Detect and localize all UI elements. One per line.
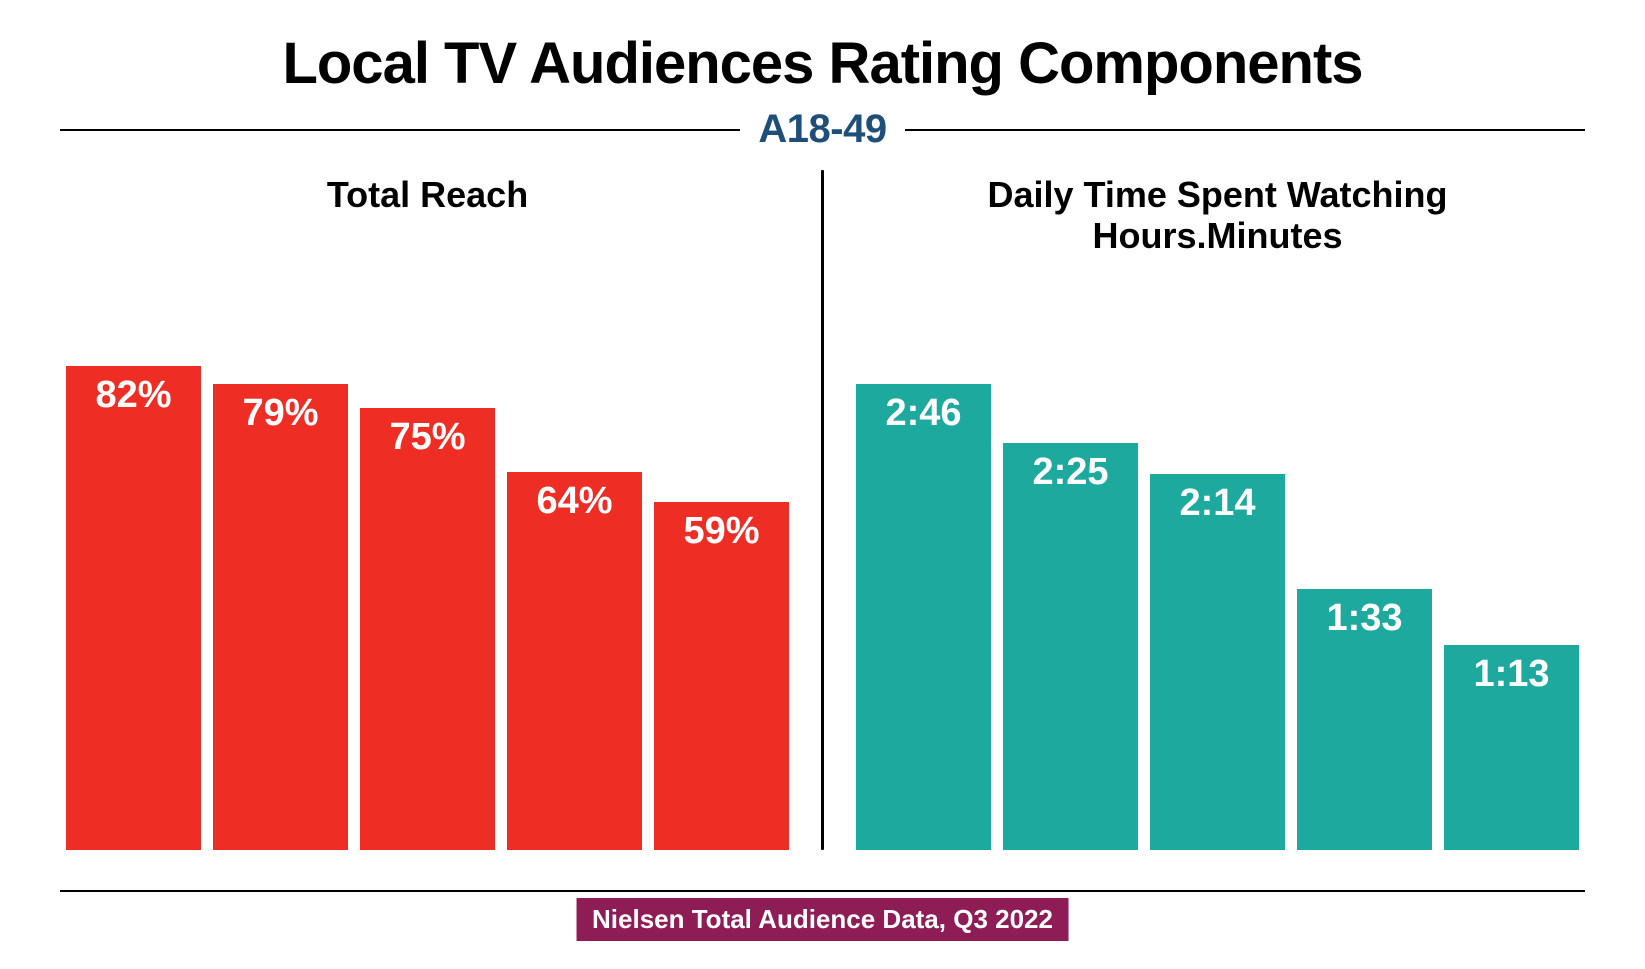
bar: 79% [213,384,348,850]
bar: 1:13 [1444,645,1579,850]
bar: 2:25 [1003,443,1138,850]
vertical-divider [821,170,824,850]
bar: 2:14 [1150,474,1285,850]
rule-left [60,129,740,131]
bar: 75% [360,408,495,851]
bar-label: 1:33 [1326,597,1402,640]
bar-label: 1:13 [1473,653,1549,696]
left-bars-area: 82% 79% 75% 64% 59% [60,260,795,850]
bar-label: 2:46 [885,392,961,435]
rule-right [905,129,1585,131]
bar-label: 2:25 [1032,451,1108,494]
right-chart-panel: Daily Time Spent Watching Hours.Minutes … [840,170,1585,850]
bar-label: 79% [242,392,318,435]
bar: 1:33 [1297,589,1432,850]
bar: 2:46 [856,384,991,850]
right-chart-title: Daily Time Spent Watching Hours.Minutes [850,170,1585,260]
bar: 64% [507,472,642,850]
bar-label: 75% [389,416,465,459]
left-chart-panel: Total Reach 82% 79% 75% 64% 59% [60,170,805,850]
left-chart-title: Total Reach [60,170,795,260]
bar: 82% [66,366,201,850]
bar-label: 82% [95,374,171,417]
subtitle-row: A18-49 [60,107,1585,152]
right-bars-area: 2:46 2:25 2:14 1:33 1:13 [850,260,1585,850]
bar-label: 64% [536,480,612,523]
source-badge: Nielsen Total Audience Data, Q3 2022 [576,898,1069,941]
bar-label: 59% [683,510,759,553]
charts-row: Total Reach 82% 79% 75% 64% 59% Daily Time S… [60,170,1585,850]
rule-bottom [60,890,1585,892]
bar-label: 2:14 [1179,482,1255,525]
bar: 59% [654,502,789,850]
subtitle-text: A18-49 [740,107,904,152]
chart-main-title: Local TV Audiences Rating Components [60,30,1585,97]
